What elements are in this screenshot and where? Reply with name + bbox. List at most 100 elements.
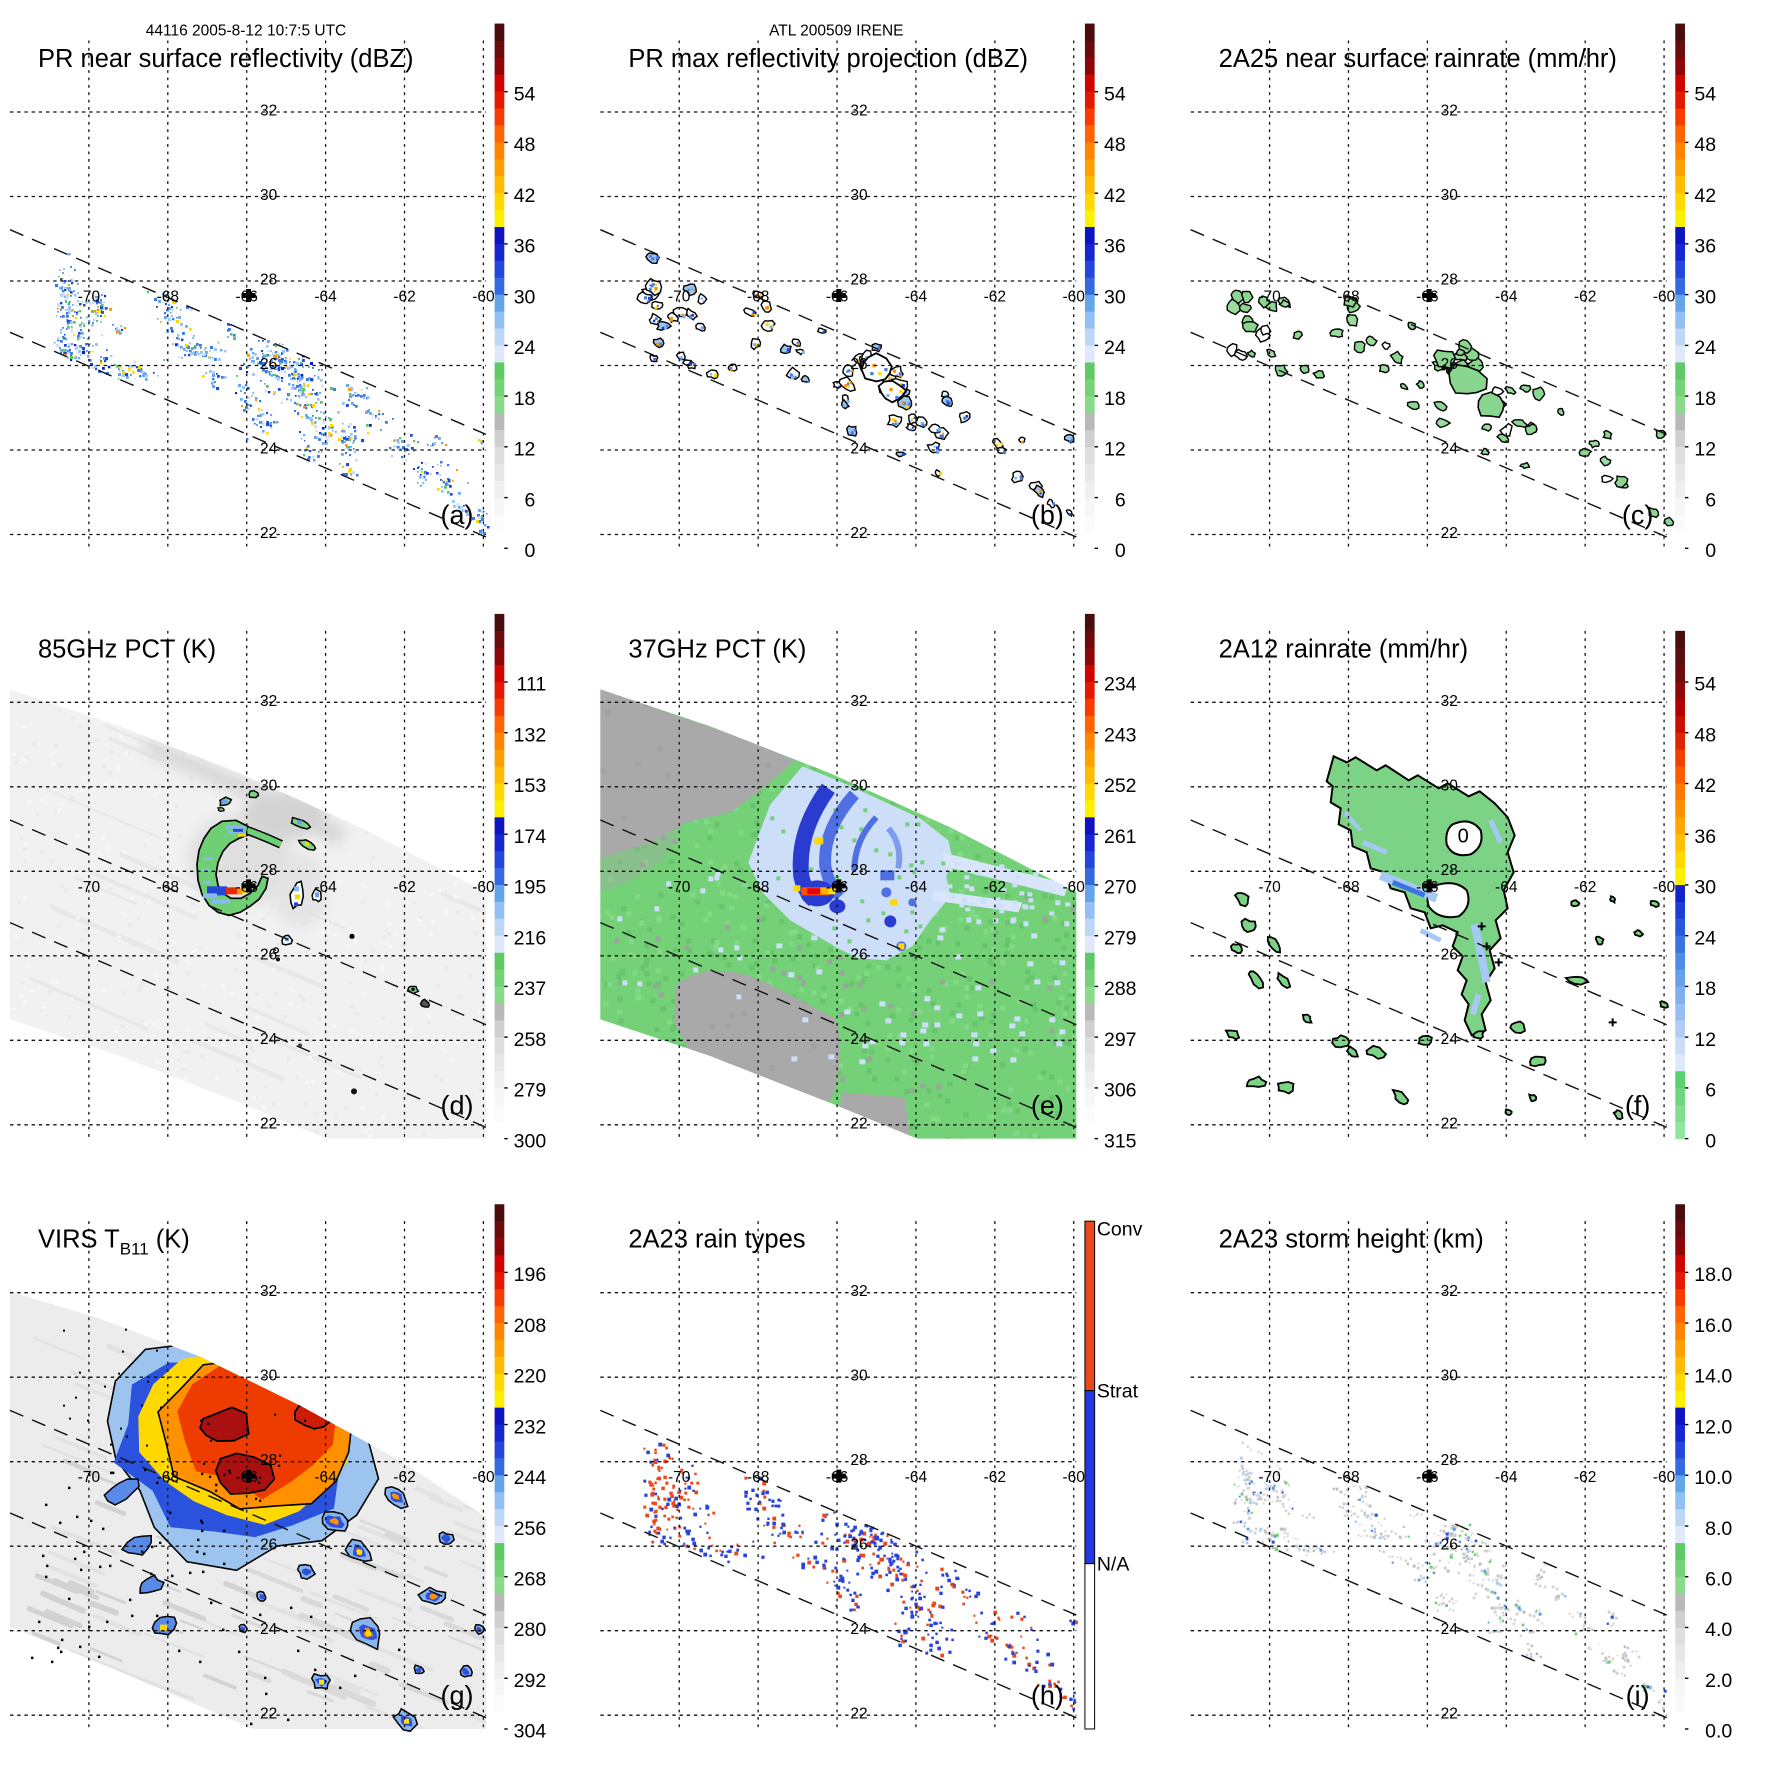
- svg-text:208: 208: [514, 1315, 547, 1337]
- svg-text:234: 234: [1104, 674, 1137, 696]
- svg-text:48: 48: [1104, 134, 1126, 156]
- svg-text:0: 0: [525, 540, 536, 562]
- svg-text:258: 258: [514, 1029, 547, 1051]
- svg-text:-62: -62: [393, 879, 415, 896]
- svg-text:252: 252: [1104, 775, 1137, 797]
- svg-text:256: 256: [514, 1518, 547, 1540]
- svg-text:279: 279: [514, 1080, 547, 1102]
- svg-text:(h): (h): [1031, 1681, 1064, 1711]
- svg-text:-70: -70: [668, 1469, 691, 1486]
- svg-text:ATL 200509 IRENE: ATL 200509 IRENE: [769, 23, 903, 40]
- svg-text:-68: -68: [157, 1469, 179, 1486]
- svg-text:54: 54: [1694, 674, 1716, 696]
- svg-text:270: 270: [1104, 877, 1137, 899]
- svg-text:24: 24: [850, 441, 868, 458]
- svg-text:279: 279: [1104, 927, 1137, 949]
- svg-text:111: 111: [517, 674, 547, 696]
- svg-text:288: 288: [1104, 978, 1137, 1000]
- svg-text:26: 26: [1441, 946, 1458, 963]
- svg-text:-60: -60: [1653, 289, 1676, 306]
- svg-text:-62: -62: [393, 1469, 415, 1486]
- svg-text:-62: -62: [1574, 879, 1596, 896]
- svg-text:26: 26: [850, 356, 867, 373]
- svg-text:(a): (a): [441, 500, 474, 530]
- svg-text:36: 36: [1694, 236, 1716, 258]
- svg-text:12: 12: [1694, 1029, 1716, 1051]
- svg-text:(d): (d): [441, 1090, 474, 1120]
- svg-text:22: 22: [1441, 525, 1458, 542]
- svg-text:42: 42: [1694, 185, 1716, 207]
- svg-text:-60: -60: [472, 1469, 495, 1486]
- svg-text:28: 28: [850, 272, 867, 289]
- svg-text:195: 195: [514, 877, 547, 899]
- svg-text:216: 216: [514, 927, 547, 949]
- svg-text:30: 30: [514, 286, 536, 308]
- svg-text:-60: -60: [1063, 879, 1086, 896]
- svg-text:26: 26: [850, 946, 867, 963]
- svg-text:28: 28: [850, 1452, 867, 1469]
- svg-text:24: 24: [1441, 1031, 1459, 1048]
- svg-text:-60: -60: [472, 289, 495, 306]
- svg-text:-64: -64: [314, 879, 337, 896]
- svg-text:26: 26: [260, 356, 277, 373]
- svg-text:2A25 near surface rainrate (mm: 2A25 near surface rainrate (mm/hr): [1219, 45, 1617, 73]
- svg-text:300: 300: [514, 1130, 547, 1152]
- svg-text:24: 24: [850, 1031, 868, 1048]
- svg-text:28: 28: [260, 272, 277, 289]
- svg-text:0: 0: [1705, 1130, 1716, 1152]
- svg-text:30: 30: [1694, 877, 1716, 899]
- svg-text:-64: -64: [905, 879, 928, 896]
- svg-text:24: 24: [1104, 337, 1126, 359]
- svg-text:22: 22: [1441, 1115, 1458, 1132]
- svg-text:-62: -62: [1574, 1469, 1596, 1486]
- svg-text:30: 30: [850, 187, 868, 204]
- svg-text:-60: -60: [1063, 289, 1086, 306]
- svg-text:-68: -68: [1337, 289, 1359, 306]
- svg-text:-70: -70: [668, 289, 691, 306]
- svg-text:6: 6: [1115, 489, 1126, 511]
- svg-text:N/A: N/A: [1097, 1554, 1130, 1576]
- svg-text:24: 24: [1694, 927, 1716, 949]
- svg-text:-68: -68: [157, 879, 179, 896]
- svg-text:(b): (b): [1031, 500, 1064, 530]
- svg-text:-70: -70: [1258, 289, 1281, 306]
- svg-text:24: 24: [514, 337, 536, 359]
- svg-text:26: 26: [1441, 1537, 1458, 1554]
- svg-text:30: 30: [260, 187, 278, 204]
- svg-text:-64: -64: [905, 289, 928, 306]
- svg-text:-70: -70: [78, 289, 101, 306]
- svg-text:297: 297: [1104, 1029, 1137, 1051]
- svg-text:-70: -70: [668, 879, 691, 896]
- svg-text:-70: -70: [1258, 1469, 1281, 1486]
- svg-text:-68: -68: [1337, 879, 1359, 896]
- svg-text:292: 292: [514, 1670, 547, 1692]
- svg-text:-60: -60: [1653, 1469, 1676, 1486]
- svg-text:-62: -62: [393, 289, 415, 306]
- svg-text:24: 24: [850, 1621, 868, 1638]
- svg-text:-68: -68: [157, 289, 179, 306]
- svg-text:(e): (e): [1031, 1090, 1064, 1120]
- svg-text:2.0: 2.0: [1705, 1670, 1732, 1692]
- svg-text:22: 22: [850, 1706, 867, 1723]
- svg-text:(c): (c): [1622, 500, 1653, 530]
- svg-text:PR near surface reflectivity (: PR near surface reflectivity (dBZ): [38, 45, 414, 73]
- svg-text:54: 54: [1104, 83, 1126, 105]
- svg-text:4.0: 4.0: [1705, 1619, 1732, 1641]
- svg-text:26: 26: [1441, 356, 1458, 373]
- svg-text:6: 6: [1705, 489, 1716, 511]
- svg-text:196: 196: [514, 1264, 547, 1286]
- svg-text:28: 28: [260, 1452, 277, 1469]
- svg-text:232: 232: [514, 1416, 547, 1438]
- svg-text:304: 304: [514, 1721, 547, 1743]
- svg-text:-64: -64: [314, 1469, 337, 1486]
- svg-text:24: 24: [1441, 441, 1459, 458]
- svg-text:12: 12: [514, 439, 536, 461]
- svg-text:30: 30: [1694, 286, 1716, 308]
- svg-text:0: 0: [1705, 540, 1716, 562]
- svg-text:32: 32: [850, 693, 867, 710]
- svg-text:-62: -62: [984, 1469, 1006, 1486]
- svg-text:24: 24: [260, 1031, 278, 1048]
- svg-text:268: 268: [514, 1568, 547, 1590]
- svg-text:280: 280: [514, 1619, 547, 1641]
- svg-text:24: 24: [1441, 1621, 1459, 1638]
